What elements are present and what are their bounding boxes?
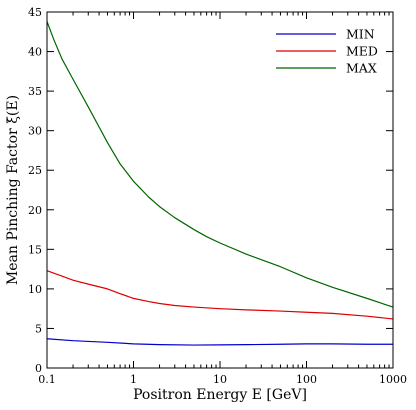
series-line-max — [46, 21, 394, 308]
x-tick-label: 1 — [130, 373, 137, 386]
y-tick-label: 0 — [35, 362, 42, 375]
y-tick-label: 30 — [28, 125, 42, 138]
legend-label-med: MED — [346, 44, 378, 59]
x-axis-label: Positron Energy E [GeV] — [133, 387, 307, 403]
x-tick-label: 0.1 — [38, 373, 56, 386]
y-axis-label: Mean Pinching Factor ξ̄(E) — [5, 95, 21, 285]
x-tick-label: 1000 — [379, 373, 407, 386]
series-line-min — [46, 338, 393, 346]
y-tick-label: 15 — [28, 243, 42, 256]
legend-label-max: MAX — [346, 61, 377, 76]
tick-labels: 0.1 1 10 100 1000 0 5 10 15 20 25 30 35 40 45 — [28, 6, 407, 386]
y-tick-label: 10 — [28, 283, 42, 296]
series-line-med — [46, 270, 394, 320]
x-tick-label: 100 — [296, 373, 317, 386]
legend: MIN MED MAX — [276, 27, 378, 76]
y-tick-label: 25 — [28, 164, 42, 177]
legend-label-min: MIN — [346, 27, 375, 42]
y-tick-label: 35 — [28, 85, 42, 98]
y-tick-label: 5 — [35, 322, 42, 335]
y-tick-label: 20 — [28, 204, 42, 217]
x-tick-label: 10 — [213, 373, 227, 386]
y-tick-label: 45 — [28, 6, 42, 19]
series-lines — [46, 21, 394, 346]
axis-ticks — [46, 11, 394, 369]
y-tick-label: 40 — [28, 46, 42, 59]
